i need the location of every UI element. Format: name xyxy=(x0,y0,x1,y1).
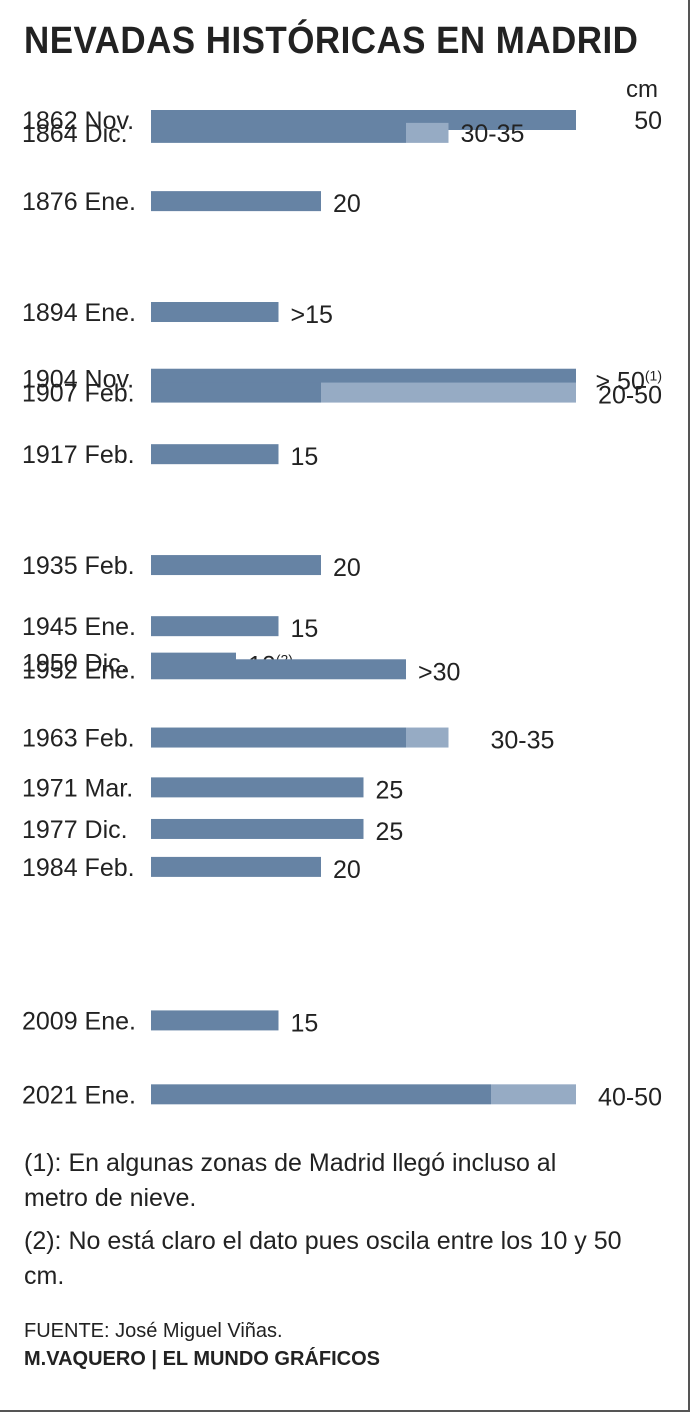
value-label: 40-50 xyxy=(598,1083,662,1111)
bar-1984-feb--min xyxy=(151,856,321,877)
value-label: 15 xyxy=(291,1009,319,1037)
bar-1963-feb--range xyxy=(406,727,449,748)
bar-1935-feb--min xyxy=(151,555,321,576)
category-label: 1950 Dic. xyxy=(22,650,128,678)
value-label: 50 xyxy=(634,107,662,135)
category-label: 1977 Dic. xyxy=(22,816,128,844)
category-label: 1876 Ene. xyxy=(22,188,136,216)
value-label: 20 xyxy=(333,554,361,582)
category-label: 1907 Feb. xyxy=(22,380,135,408)
value-label: 25 xyxy=(376,818,404,846)
category-label: 2021 Ene. xyxy=(22,1081,136,1109)
value-label: 30-35 xyxy=(491,727,555,755)
category-label: 2009 Ene. xyxy=(22,1007,136,1035)
value-label: >30 xyxy=(418,658,460,686)
value-label: 20-50 xyxy=(598,382,662,410)
category-label: 1963 Feb. xyxy=(22,725,135,753)
bar-1917-feb--min xyxy=(151,444,279,465)
value-label: 15 xyxy=(291,443,319,471)
bar-chart: 1862 Nov. 50 1864 Dic. 30-35 1876 Ene. 20 1894… xyxy=(22,107,662,1111)
bar-1876-ene--min xyxy=(151,191,321,212)
category-label: 1952 Ene. xyxy=(22,656,136,684)
value-label: 25 xyxy=(376,776,404,804)
footnote-2: (2): No está claro el dato pues oscila e… xyxy=(24,1227,622,1290)
footnote-1: (1): En algunas zonas de Madrid llegó in… xyxy=(24,1149,557,1212)
bar-2009-ene--min xyxy=(151,1010,279,1031)
bar-1864-dic--min xyxy=(151,122,406,143)
unit-label: cm xyxy=(626,76,658,103)
source-text: FUENTE: José Miguel Viñas. xyxy=(24,1320,283,1342)
value-label: 20 xyxy=(333,856,361,884)
bar-1963-feb--min xyxy=(151,727,406,748)
bar-1894-ene--min xyxy=(151,302,279,323)
category-label: 1945 Ene. xyxy=(22,613,136,641)
bar-2021-ene--min xyxy=(151,1084,491,1105)
category-label: 1862 Nov. xyxy=(22,107,134,135)
bar-1952-ene--min xyxy=(151,659,406,680)
bar-2021-ene--range xyxy=(491,1084,576,1105)
chart-title: NEVADAS HISTÓRICAS EN MADRID xyxy=(24,20,639,62)
bar-1971-mar--min xyxy=(151,777,364,798)
value-label: 30-35 xyxy=(461,120,525,148)
bar-1864-dic--range xyxy=(406,122,449,143)
category-label: 1984 Feb. xyxy=(22,854,135,882)
bar-1945-ene--min xyxy=(151,616,279,637)
category-label: 1971 Mar. xyxy=(22,774,133,802)
value-label: 20 xyxy=(333,190,361,218)
category-label: 1894 Ene. xyxy=(22,299,136,327)
category-label: 1917 Feb. xyxy=(22,441,135,469)
value-label: 15 xyxy=(291,615,319,643)
category-label: 1864 Dic. xyxy=(22,120,128,148)
bar-1907-feb--min xyxy=(151,382,321,403)
value-label: >15 xyxy=(291,301,333,329)
bar-1977-dic--min xyxy=(151,818,364,839)
bar-1907-feb--range xyxy=(321,382,576,403)
credit-text: M.VAQUERO | EL MUNDO GRÁFICOS xyxy=(24,1348,380,1370)
category-label: 1935 Feb. xyxy=(22,552,135,580)
category-label: 1904 Nov. xyxy=(22,366,134,394)
